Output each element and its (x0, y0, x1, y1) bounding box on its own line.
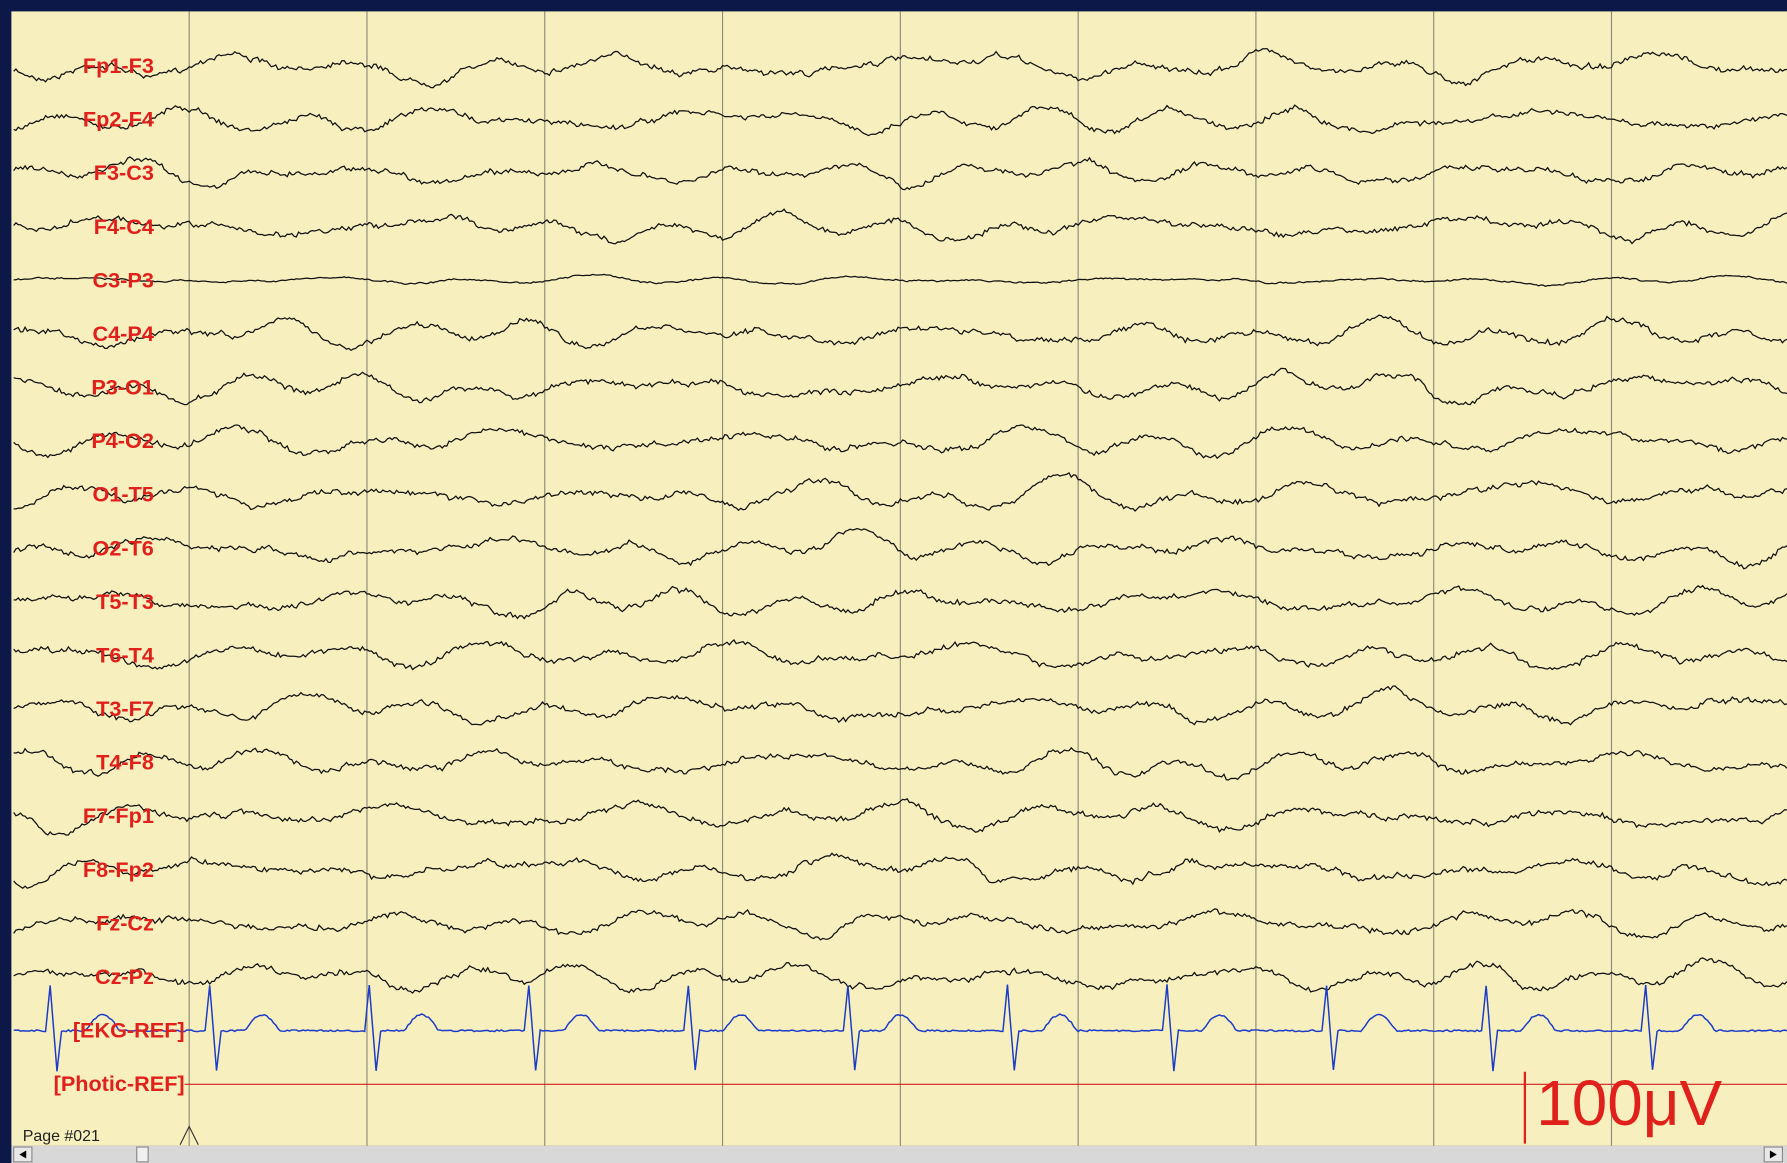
channel-label: C4-P4 (93, 321, 154, 346)
channel-label: P3-O1 (91, 375, 154, 400)
channel-label: F4-C4 (94, 214, 154, 239)
eeg-trace (13, 852, 1787, 890)
eeg-trace (13, 685, 1787, 726)
channel-label: Fp1-F3 (83, 53, 154, 78)
eeg-trace (13, 471, 1787, 512)
channel-label: F3-C3 (94, 160, 154, 185)
channel-label: T4-F8 (96, 750, 154, 775)
scroll-thumb[interactable] (136, 1146, 149, 1163)
eeg-trace (13, 527, 1787, 570)
scale-label: 100μV (1536, 1067, 1722, 1139)
channel-label: F8-Fp2 (83, 857, 154, 882)
channel-label: Fp2-F4 (83, 107, 154, 132)
eeg-trace (13, 798, 1787, 836)
scroll-left-arrow (19, 1150, 27, 1159)
channel-label: C3-P3 (93, 267, 154, 292)
channel-labels: Fp1-F3 Fp2-F4 F3-C3 F4-C4 C3-P3 C4-P4 P3-O1 P4-… (54, 53, 185, 1096)
eeg-trace (13, 48, 1787, 89)
channel-label: T5-T3 (96, 589, 154, 614)
eeg-trace (13, 584, 1787, 620)
channel-label: T6-T4 (96, 642, 154, 667)
channel-label: O1-T5 (93, 482, 154, 507)
scrollbar[interactable] (11, 1145, 1787, 1163)
ekg-trace (13, 984, 1787, 1072)
eeg-trace (13, 746, 1787, 781)
eeg-trace (13, 273, 1787, 287)
channel-label: T3-F7 (96, 696, 154, 721)
channel-label: P4-O2 (91, 428, 154, 453)
eeg-trace (13, 908, 1787, 941)
eeg-trace (13, 639, 1787, 671)
channel-label: Cz-Pz (95, 964, 154, 989)
trace-panel (11, 11, 1787, 1146)
eeg-trace (13, 367, 1787, 406)
eeg-trace (13, 424, 1787, 460)
eeg-trace (13, 104, 1787, 137)
time-grid (188, 11, 1613, 1146)
channel-label: Fz-Cz (96, 910, 154, 935)
eeg-trace (13, 156, 1787, 191)
scroll-right-arrow (1769, 1150, 1777, 1159)
channel-label: F7-Fp1 (83, 803, 154, 828)
eeg-trace (13, 957, 1787, 994)
channel-label: [Photic-REF] (54, 1071, 185, 1096)
channel-label: O2-T6 (93, 535, 154, 560)
waveforms (13, 48, 1787, 1085)
page-marker (179, 1125, 199, 1146)
page-label: Page #021 (23, 1128, 100, 1145)
eeg-trace (13, 208, 1787, 245)
channel-label: [EKG-REF] (73, 1018, 185, 1043)
eeg-trace (13, 314, 1787, 352)
